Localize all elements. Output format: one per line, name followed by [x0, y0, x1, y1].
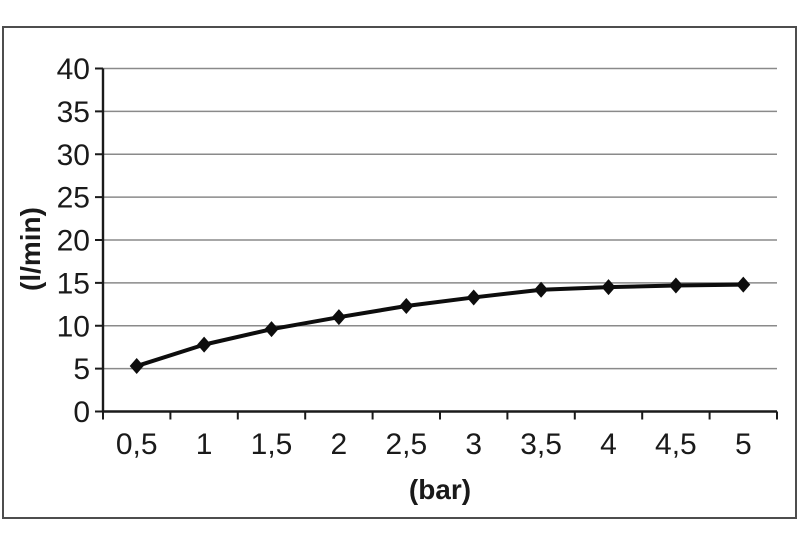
- y-tick-label: 20: [57, 225, 90, 258]
- x-tick-label: 2,5: [385, 428, 427, 461]
- y-tick-label: 35: [57, 96, 90, 129]
- data-point-marker: [197, 336, 212, 353]
- y-tick-label: 5: [73, 353, 90, 386]
- x-tick-label: 0,5: [116, 428, 158, 461]
- x-tick-label: 1,5: [251, 428, 293, 461]
- data-point-marker: [264, 321, 279, 338]
- y-tick-label: 25: [57, 182, 90, 215]
- x-axis-title: (bar): [408, 474, 472, 505]
- y-tick-label: 15: [57, 267, 90, 300]
- data-point-marker: [668, 277, 683, 294]
- data-point-marker: [534, 281, 549, 298]
- y-tick-label: 0: [73, 396, 90, 429]
- chart-border-frame: [2, 26, 797, 519]
- x-tick-label: 4: [600, 428, 617, 461]
- data-point-marker: [399, 298, 414, 315]
- data-point-marker: [466, 289, 481, 306]
- x-tick-label: 4,5: [655, 428, 697, 461]
- data-point-marker: [129, 358, 144, 375]
- data-point-marker: [601, 279, 616, 296]
- x-tick-label: 3,5: [520, 428, 562, 461]
- y-tick-label: 10: [57, 310, 90, 343]
- data-point-marker: [331, 309, 346, 326]
- y-tick-label: 30: [57, 139, 90, 172]
- x-tick-label: 1: [196, 428, 213, 461]
- data-point-marker: [736, 276, 751, 293]
- x-tick-label: 5: [735, 428, 752, 461]
- y-tick-label: 40: [57, 53, 90, 86]
- x-tick-label: 2: [331, 428, 348, 461]
- y-axis-title: (l/min): [15, 207, 46, 291]
- x-tick-label: 3: [465, 428, 482, 461]
- series-line: [134, 282, 746, 369]
